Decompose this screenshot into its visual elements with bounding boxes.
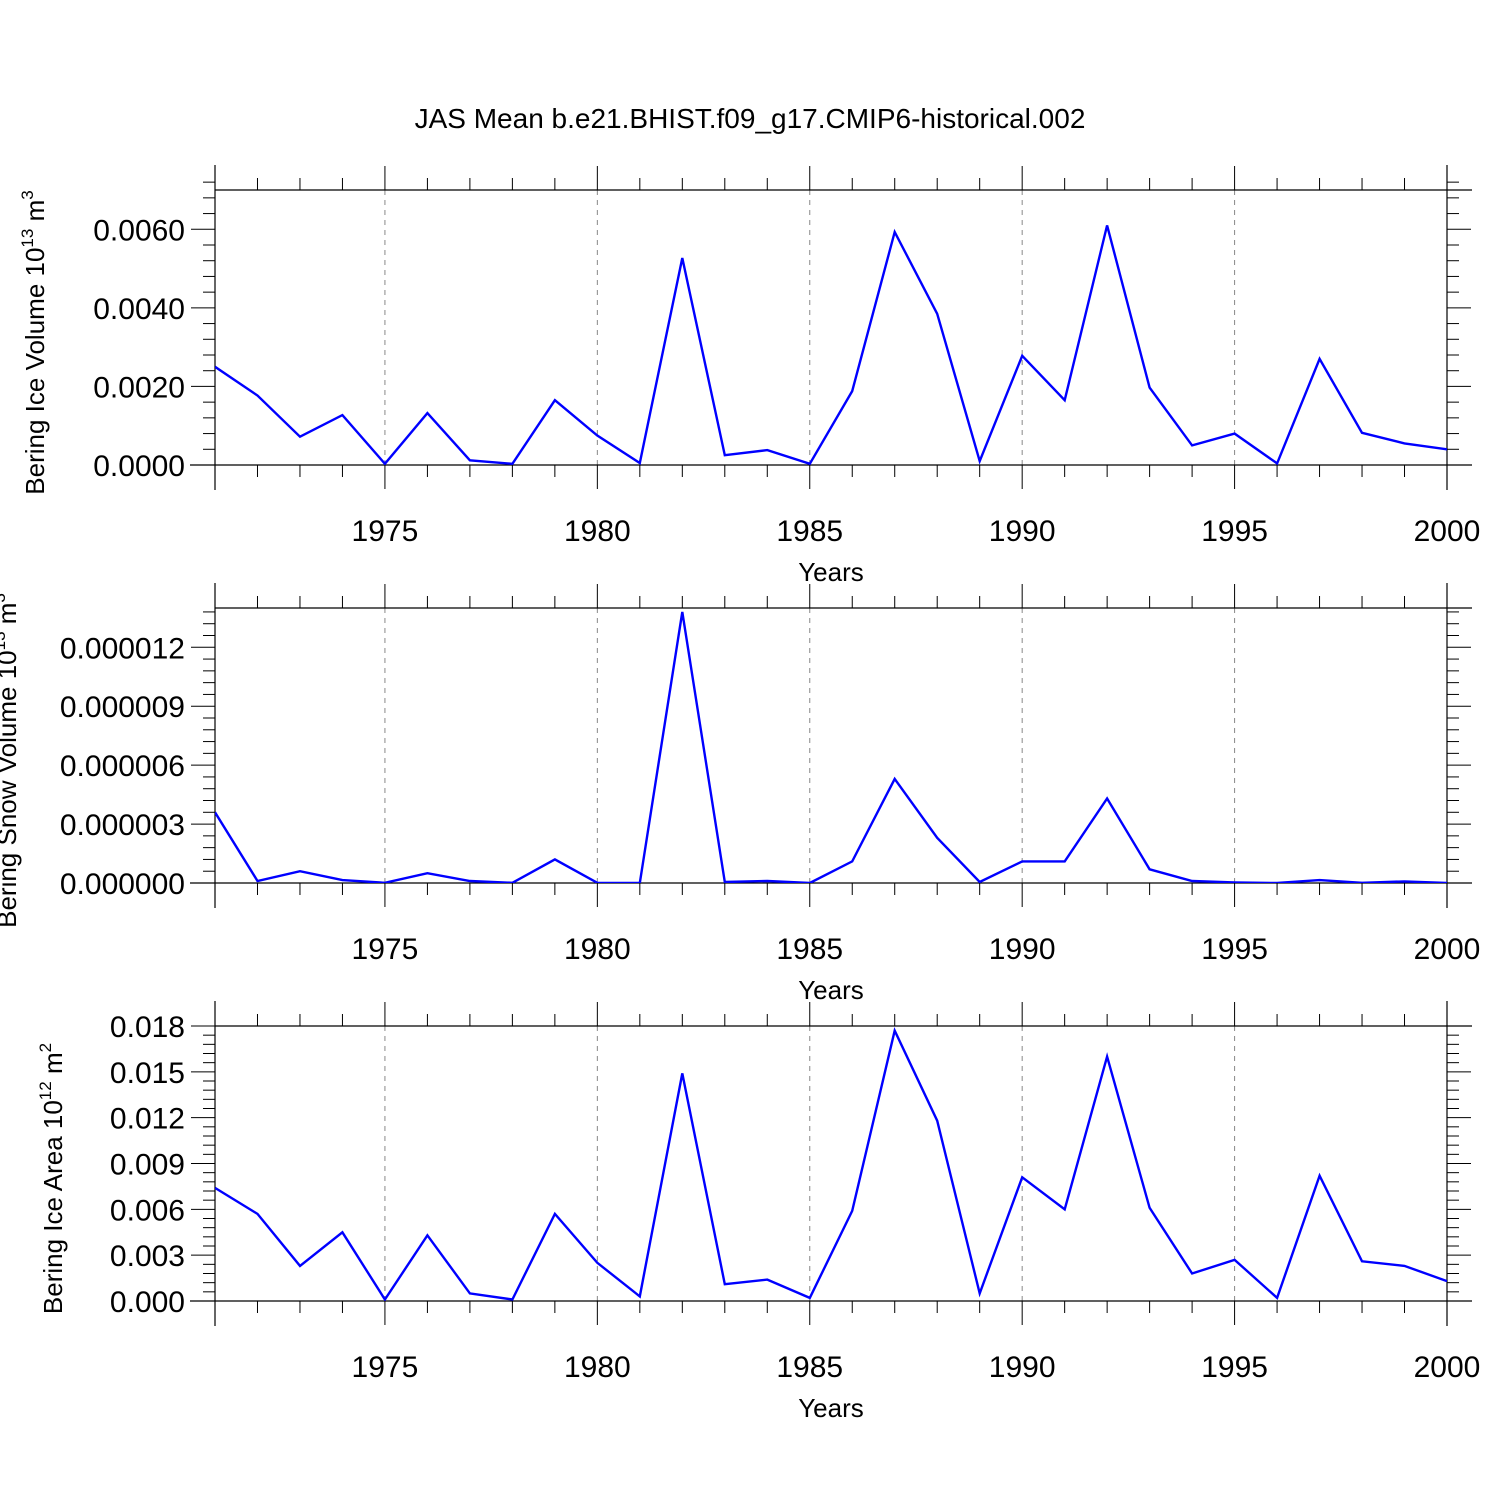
x-tick-label: 1975 (352, 933, 419, 966)
y-axis-label: Bering Ice Area 1012 m2 (36, 1043, 68, 1314)
x-axis-label: Years (798, 975, 864, 1005)
x-tick-label: 2000 (1414, 515, 1481, 548)
x-tick-label: 1985 (776, 515, 843, 548)
x-axis-label: Years (798, 557, 864, 587)
x-tick-label: 1975 (352, 515, 419, 548)
y-tick-label: 0.000 (110, 1286, 185, 1319)
chart-panel-1: 1975 1980 1985 1990 1995 2000 0.0000 0.0020 0.00… (18, 165, 1480, 587)
x-tick-label: 1995 (1201, 933, 1268, 966)
x-axis-label: Years (798, 1393, 864, 1423)
y-tick-label: 0.006 (110, 1194, 185, 1227)
y-tick-label: 0.000009 (60, 691, 185, 724)
y-axis-label: Bering Ice Volume 1013 m3 (18, 190, 50, 494)
y-tick-label: 0.012 (110, 1103, 185, 1136)
x-tick-label: 1980 (564, 1351, 631, 1384)
y-tick-label: 0.000012 (60, 632, 185, 665)
x-tick-label: 1990 (989, 933, 1056, 966)
x-tick-label: 1980 (564, 933, 631, 966)
x-tick-label: 1995 (1201, 515, 1268, 548)
x-tick-label: 2000 (1414, 933, 1481, 966)
chart-panel-3: 1975 1980 1985 1990 1995 2000 0.000 0.003 0.006 0… (36, 1001, 1480, 1423)
y-axis-label: Bering Snow Volume 1013 m3 (0, 593, 22, 928)
y-tick-label: 0.003 (110, 1240, 185, 1273)
chart-panel-2: 1975 1980 1985 1990 1995 2000 0.000000 0.000003… (0, 583, 1480, 1005)
x-tick-label: 2000 (1414, 1351, 1481, 1384)
series-line (215, 225, 1447, 465)
y-tick-label: 0.0000 (93, 450, 185, 483)
y-tick-label: 0.000003 (60, 809, 185, 842)
x-tick-label: 1985 (776, 1351, 843, 1384)
y-tick-label: 0.000000 (60, 868, 185, 901)
y-tick-label: 0.0020 (93, 371, 185, 404)
figure-title: JAS Mean b.e21.BHIST.f09_g17.CMIP6-histo… (415, 103, 1086, 134)
y-tick-label: 0.015 (110, 1057, 185, 1090)
x-tick-label: 1990 (989, 515, 1056, 548)
y-tick-label: 0.018 (110, 1011, 185, 1044)
y-tick-label: 0.009 (110, 1149, 185, 1182)
series-line (215, 1026, 1447, 1301)
x-tick-label: 1985 (776, 933, 843, 966)
y-tick-label: 0.0040 (93, 293, 185, 326)
x-tick-label: 1995 (1201, 1351, 1268, 1384)
y-tick-label: 0.000006 (60, 750, 185, 783)
x-tick-label: 1980 (564, 515, 631, 548)
y-tick-label: 0.0060 (93, 214, 185, 247)
x-tick-label: 1975 (352, 1351, 419, 1384)
series-line (215, 611, 1447, 883)
x-tick-label: 1990 (989, 1351, 1056, 1384)
